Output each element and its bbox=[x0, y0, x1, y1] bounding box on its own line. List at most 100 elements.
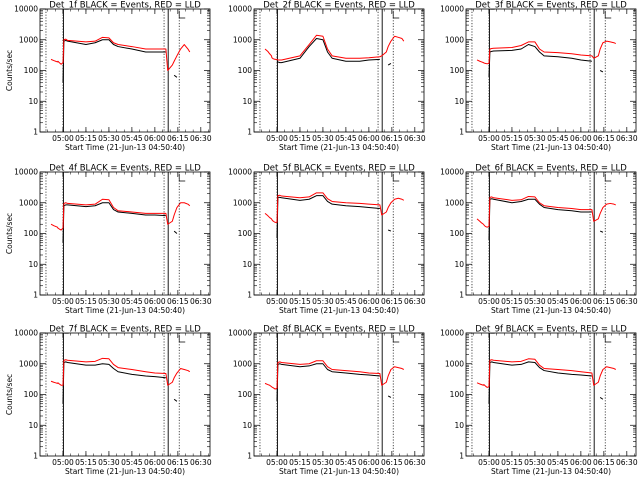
marker-bracket bbox=[392, 335, 400, 343]
x-tick-label: 05:15 bbox=[289, 134, 311, 143]
y-tick-label: 1000 bbox=[445, 35, 464, 44]
x-tick-label: 06:15 bbox=[381, 297, 403, 306]
detector-panel-1: Det_1f BLACK = Events, RED = LLD 1 10 100 10… bbox=[5, 1, 212, 153]
detector-panel-7: Det_7f BLACK = Events, RED = LLD 1 10 100 10… bbox=[5, 325, 212, 477]
x-tick-label: 05:30 bbox=[312, 297, 334, 306]
x-tick-label: 05:30 bbox=[98, 134, 120, 143]
y-tick-label: 100 bbox=[24, 66, 39, 75]
y-tick-label: 100 bbox=[24, 390, 39, 399]
plot-frame bbox=[465, 332, 637, 457]
x-tick-label: 05:30 bbox=[312, 458, 334, 467]
y-tick-label: 10000 bbox=[14, 5, 38, 14]
lld-series-line bbox=[50, 357, 191, 386]
y-tick-label: 10000 bbox=[14, 168, 38, 177]
x-tick-label: 05:45 bbox=[335, 297, 357, 306]
x-tick-label: 05:00 bbox=[52, 134, 74, 143]
y-tick-label: 100 bbox=[238, 229, 253, 238]
x-tick-label: 05:15 bbox=[501, 297, 523, 306]
detector-panel-4: Det_4f BLACK = Events, RED = LLD 1 10 100 10… bbox=[5, 164, 212, 316]
marker-bracket bbox=[178, 335, 186, 343]
detector-panel-2: Det_2f BLACK = Events, RED = LLD 1 10 100 10… bbox=[228, 1, 426, 153]
y-tick-label: 1000 bbox=[19, 359, 38, 368]
y-tick-label: 1 bbox=[459, 128, 464, 137]
y-tick-label: 1 bbox=[247, 128, 252, 137]
x-axis-label: Start Time (21-Jun-13 04:50:40) bbox=[65, 467, 185, 476]
x-tick-label: 06:00 bbox=[358, 458, 380, 467]
x-tick-label: 06:00 bbox=[144, 297, 166, 306]
x-tick-label: 06:15 bbox=[593, 458, 615, 467]
lld-series-line bbox=[264, 192, 405, 223]
y-tick-label: 10000 bbox=[440, 5, 464, 14]
x-tick-label: 06:30 bbox=[190, 297, 212, 306]
plot-frame bbox=[39, 332, 211, 457]
x-tick-label: 06:15 bbox=[167, 458, 189, 467]
x-tick-label: 06:15 bbox=[593, 134, 615, 143]
y-tick-label: 100 bbox=[238, 390, 253, 399]
x-tick-label: 05:00 bbox=[478, 134, 500, 143]
events-series-line bbox=[276, 363, 392, 402]
plot-frame bbox=[465, 8, 637, 133]
events-series-line bbox=[62, 361, 178, 404]
x-axis-label: Start Time (21-Jun-13 04:50:40) bbox=[279, 467, 399, 476]
plot-frame bbox=[465, 171, 637, 296]
x-axis-label: Start Time (21-Jun-13 04:50:40) bbox=[279, 306, 399, 315]
x-tick-label: 06:30 bbox=[616, 134, 638, 143]
detector-panel-9: Det_9f BLACK = Events, RED = LLD 1 10 100 10… bbox=[440, 325, 638, 477]
marker-bracket bbox=[178, 11, 186, 19]
y-tick-label: 100 bbox=[24, 229, 39, 238]
panel-title: Det_4f BLACK = Events, RED = LLD bbox=[49, 164, 201, 174]
x-axis-label: Start Time (21-Jun-13 04:50:40) bbox=[65, 306, 185, 315]
lld-series-line bbox=[264, 360, 405, 390]
y-tick-label: 10000 bbox=[228, 329, 252, 338]
x-axis-label: Start Time (21-Jun-13 04:50:40) bbox=[491, 306, 611, 315]
y-tick-label: 10000 bbox=[440, 329, 464, 338]
x-tick-label: 05:00 bbox=[266, 297, 288, 306]
y-axis-label: Counts/sec bbox=[5, 50, 14, 91]
x-tick-label: 06:30 bbox=[404, 134, 426, 143]
plot-frame bbox=[253, 332, 425, 457]
x-tick-label: 06:30 bbox=[190, 458, 212, 467]
y-tick-label: 1 bbox=[459, 291, 464, 300]
marker-bracket bbox=[604, 11, 612, 19]
panel-title: Det_3f BLACK = Events, RED = LLD bbox=[475, 1, 627, 11]
y-tick-label: 10000 bbox=[14, 329, 38, 338]
detector-panel-6: Det_6f BLACK = Events, RED = LLD 1 10 100 10… bbox=[440, 164, 638, 316]
marker-bracket bbox=[178, 174, 186, 182]
y-tick-label: 10 bbox=[28, 421, 38, 430]
x-tick-label: 06:00 bbox=[144, 458, 166, 467]
plot-frame bbox=[253, 171, 425, 296]
lld-series-line bbox=[50, 36, 191, 71]
lld-series-line bbox=[476, 195, 616, 228]
events-series-line bbox=[276, 195, 392, 239]
panel-title: Det_6f BLACK = Events, RED = LLD bbox=[475, 164, 627, 174]
x-tick-label: 06:00 bbox=[358, 297, 380, 306]
marker-bracket bbox=[392, 174, 400, 182]
detector-panel-5: Det_5f BLACK = Events, RED = LLD 1 10 100 10… bbox=[228, 164, 426, 316]
y-tick-label: 1000 bbox=[233, 35, 252, 44]
events-series-line bbox=[62, 39, 178, 83]
y-tick-label: 1000 bbox=[233, 359, 252, 368]
x-tick-label: 05:45 bbox=[547, 297, 569, 306]
x-tick-label: 05:00 bbox=[266, 134, 288, 143]
x-tick-label: 05:30 bbox=[524, 297, 546, 306]
x-tick-label: 05:15 bbox=[75, 297, 97, 306]
y-tick-label: 100 bbox=[450, 66, 465, 75]
x-tick-label: 05:45 bbox=[335, 134, 357, 143]
panel-title: Det_9f BLACK = Events, RED = LLD bbox=[475, 325, 627, 335]
x-tick-label: 05:45 bbox=[335, 458, 357, 467]
y-tick-label: 1 bbox=[459, 452, 464, 461]
x-tick-label: 05:15 bbox=[289, 458, 311, 467]
x-tick-label: 05:30 bbox=[98, 297, 120, 306]
y-tick-label: 10 bbox=[242, 97, 252, 106]
x-axis-label: Start Time (21-Jun-13 04:50:40) bbox=[279, 143, 399, 152]
y-tick-label: 10000 bbox=[228, 168, 252, 177]
x-tick-label: 06:15 bbox=[593, 297, 615, 306]
y-tick-label: 10 bbox=[242, 421, 252, 430]
plot-frame bbox=[253, 8, 425, 133]
events-series-line bbox=[488, 198, 604, 241]
y-tick-label: 10000 bbox=[228, 5, 252, 14]
detector-panel-8: Det_8f BLACK = Events, RED = LLD 1 10 100 10… bbox=[228, 325, 426, 477]
y-tick-label: 100 bbox=[450, 229, 465, 238]
x-tick-label: 05:30 bbox=[524, 134, 546, 143]
